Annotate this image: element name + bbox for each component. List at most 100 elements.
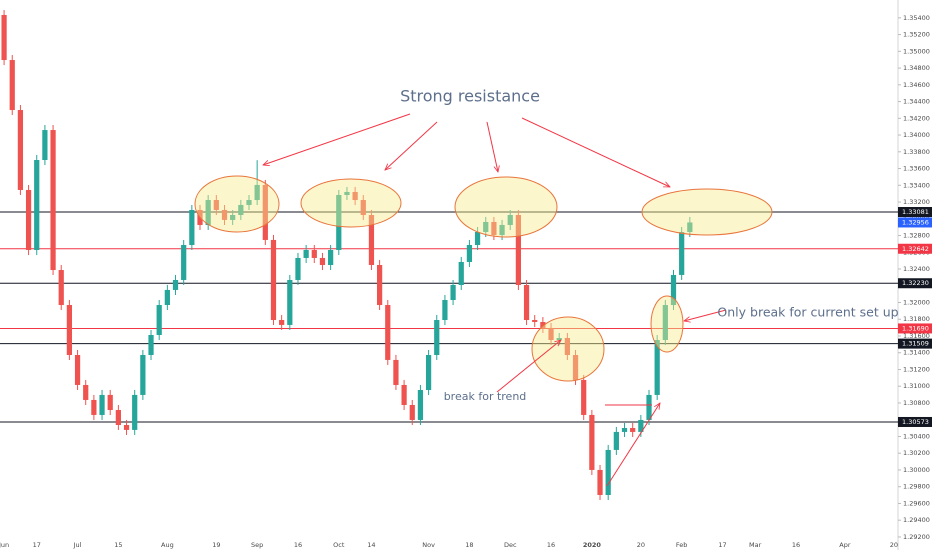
x-tick-label: Nov: [422, 541, 435, 549]
annotation: Strong resistance: [400, 87, 540, 106]
level-label-box: [898, 416, 932, 427]
candle-body: [662, 305, 668, 341]
highlight-ellipse: [531, 316, 605, 382]
x-tick-label: 14: [367, 541, 375, 549]
candle-body: [287, 279, 293, 325]
candle-body: [17, 110, 24, 190]
highlight-ellipse: [641, 188, 773, 236]
arrow: [486, 121, 498, 172]
x-tick-label: 20: [637, 541, 645, 549]
highlight-ellipse: [300, 178, 402, 228]
candle-body: [442, 299, 448, 321]
candle-body: [621, 428, 628, 432]
candle-body: [687, 222, 693, 233]
candle-body: [1, 14, 7, 61]
candle-body: [279, 320, 285, 325]
x-tick-label: 16: [547, 541, 555, 549]
x-tick-label: 17: [33, 541, 41, 549]
candle-body: [213, 200, 219, 210]
y-tick-label: 1.33800: [903, 148, 930, 156]
highlights: [194, 175, 773, 382]
level-label: 1.32230: [902, 279, 929, 287]
candle-body: [311, 250, 317, 258]
candle-body: [107, 394, 113, 411]
axes: 1.35400 1.35200 1.35000 1.34800 1.34600 1.344…: [0, 14, 932, 549]
candle-body: [189, 209, 195, 245]
candle-body: [360, 200, 366, 216]
y-tick-label: 1.35000: [903, 47, 930, 55]
candle-body: [458, 261, 464, 286]
candle-body: [270, 239, 277, 321]
y-tick-label: 1.34000: [903, 131, 930, 139]
candle-body: [156, 305, 162, 335]
highlight-ellipse: [650, 295, 684, 353]
x-tick-label: 15: [114, 541, 122, 549]
y-tick-label: 1.32800: [903, 232, 930, 240]
x-tick-label: Oct: [333, 541, 345, 549]
last-price-box: [898, 217, 932, 228]
candle-body: [164, 289, 170, 306]
level-label: 1.31690: [902, 324, 929, 332]
y-tick-label: 1.31200: [903, 365, 930, 373]
candle-body: [368, 215, 375, 265]
candle-body: [474, 232, 481, 245]
arrow: [385, 121, 438, 170]
candle-body: [34, 160, 40, 251]
candle-body: [425, 355, 432, 390]
x-tick-label: 2020: [583, 541, 602, 549]
y-tick-label: 1.30400: [903, 432, 930, 440]
candle-body: [42, 130, 48, 161]
candle-body: [132, 394, 138, 430]
level-label: 1.30573: [902, 418, 929, 426]
y-tick-label: 1.31600: [903, 332, 930, 340]
level-label: 1.31509: [902, 340, 929, 348]
highlight-ellipse: [454, 176, 558, 238]
y-tick-label: 1.29600: [903, 499, 930, 507]
candle-body: [328, 250, 334, 265]
arrows: [263, 113, 727, 487]
candle-body: [393, 359, 399, 385]
x-tick-label: Sep: [251, 541, 263, 549]
y-tick-label: 1.30000: [903, 466, 930, 474]
last-price-label: 1.32956: [902, 218, 929, 226]
candle-body: [115, 410, 121, 425]
x-tick-label: 16: [294, 541, 302, 549]
candle-body: [221, 209, 228, 220]
y-tick-label: 1.29200: [903, 533, 930, 541]
level-label-box: [898, 243, 932, 254]
x-tick-label: 18: [465, 541, 473, 549]
candle-body: [499, 224, 505, 236]
level-label: 1.33081: [902, 208, 929, 216]
candle-body: [58, 270, 64, 306]
arrow: [496, 340, 561, 393]
y-tick-label: 1.31800: [903, 315, 930, 323]
candle-body: [66, 305, 73, 356]
candle-body: [491, 221, 497, 236]
candle-body: [181, 244, 187, 280]
candle-body: [466, 244, 473, 262]
y-tick-label: 1.32000: [903, 299, 930, 307]
candle-body: [319, 257, 326, 265]
x-tick-label: 17: [718, 541, 726, 549]
candle-body: [532, 320, 538, 323]
candle-body: [123, 424, 130, 430]
arrow: [521, 117, 670, 188]
candle-body: [50, 130, 56, 271]
candle-body: [613, 431, 619, 450]
candle-body: [556, 338, 562, 341]
level-label-box: [898, 323, 932, 334]
y-tick-label: 1.34400: [903, 98, 930, 106]
candle-body: [540, 322, 546, 328]
x-tick-label: 16: [792, 541, 800, 549]
candle-body: [205, 200, 211, 225]
y-tick-label: 1.31000: [903, 382, 930, 390]
candle-body: [401, 384, 407, 405]
arrow: [606, 403, 660, 487]
arrow: [684, 309, 727, 321]
candle-body: [9, 60, 15, 111]
x-tick-label: 20: [890, 541, 898, 549]
x-tick-label: Apr: [839, 541, 851, 549]
candle-body: [295, 257, 301, 280]
candle-body: [254, 184, 260, 201]
